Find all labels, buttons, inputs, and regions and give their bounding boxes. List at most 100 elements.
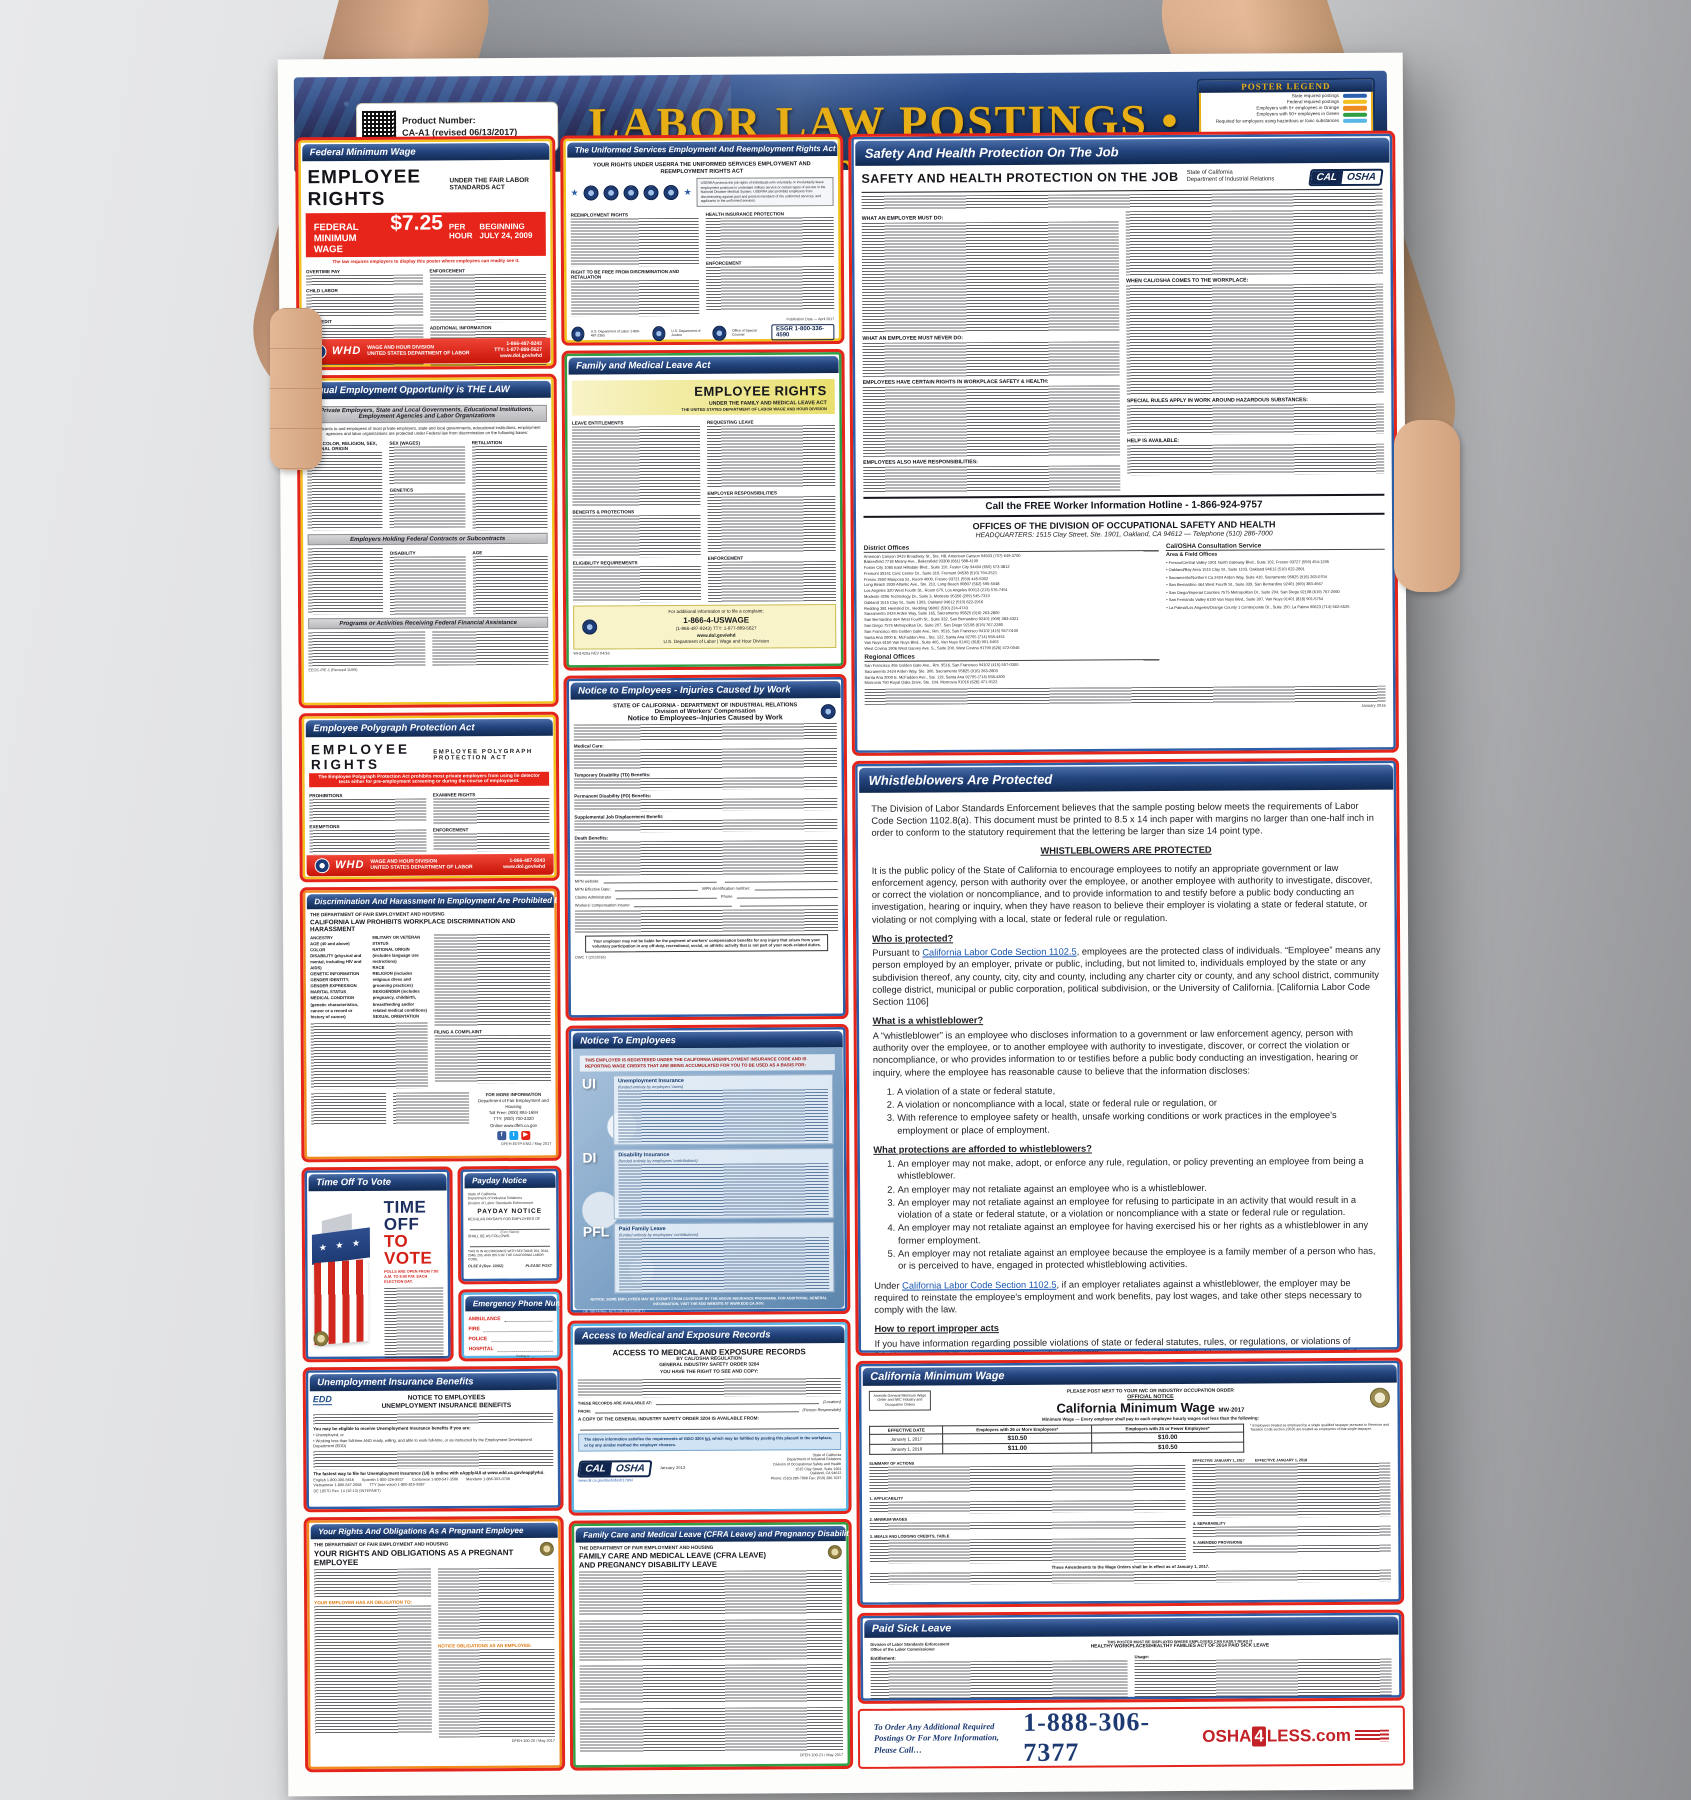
body-text (1127, 443, 1385, 475)
subheading: REEMPLOYMENT RIGHTS (570, 212, 629, 218)
doj-seal-icon (652, 325, 666, 341)
payday-title: PAYDAY NOTICE (477, 1207, 543, 1216)
subheading: LEAVE ENTITLEMENTS (571, 419, 624, 426)
ballot-box-graphic: ★ ★ ★ (311, 1212, 371, 1346)
body-text (573, 722, 837, 741)
section-header: Time Off To Vote (308, 1172, 447, 1191)
legend-swatch (1342, 93, 1367, 99)
osc-seal-icon (712, 325, 727, 341)
legend-item: Employers with 50+ employees in Green (1199, 111, 1373, 118)
section-discrimination-harassment: Discrimination And Harassment In Employm… (299, 885, 562, 1163)
emergency-row: POLICE (469, 1335, 553, 1342)
military-seal-icon (663, 185, 679, 201)
body-text (571, 279, 700, 317)
info-line: Department of Fair Employment and Housin… (477, 1097, 549, 1110)
body-text (437, 1648, 555, 1738)
body-text (574, 818, 838, 833)
section-header: Equal Employment Opportunity is THE LAW (303, 380, 551, 399)
dol-seal-icon (571, 326, 585, 342)
section-fmla: Family and Medical Leave Act EMPLOYEE RI… (561, 348, 847, 671)
dol-seal-icon (314, 857, 330, 873)
payday-line-3: THIS IS IN ACCORDANCE WITH SECTIONS 204,… (467, 1248, 550, 1262)
edd-program: DI Disability Insurance (funded entirely… (582, 1147, 834, 1220)
please-post: PLEASE POST (525, 1263, 553, 1268)
emergency-row: FIRE (468, 1325, 553, 1332)
wage-label: FEDERAL MINIMUM WAGE (313, 221, 359, 255)
question-heading: What is a whistleblower? (872, 1015, 984, 1027)
body-text (313, 1568, 431, 1597)
subheading: EXEMPTIONS (309, 823, 340, 829)
star-icon: ★ (683, 186, 692, 197)
product-label: Product Number: (402, 115, 476, 127)
subheading: RIGHT TO BE FREE FROM DISCRIMINATION AND… (570, 269, 680, 280)
body-text (707, 560, 837, 602)
section-header: Emergency Phone Numbers (464, 1295, 563, 1311)
body-text (570, 217, 699, 267)
facebook-icon: f (497, 1130, 507, 1140)
section-paid-sick-leave: Paid Sick Leave Division of Labor Standa… (857, 1609, 1405, 1704)
list-item: An employer may not make, adopt, or enfo… (897, 1155, 1382, 1182)
section-employee-polygraph: Employee Polygraph Protection Act EMPLOY… (298, 711, 560, 883)
subheading: BENEFITS & PROTECTIONS (572, 508, 635, 515)
ui-phone: Mandarin 1-866-303-0706 (466, 1476, 511, 1482)
body-text (1134, 1658, 1392, 1699)
section-header: Unemployment Insurance Benefits (309, 1372, 557, 1391)
dosh-website: www.dir.ca.gov/dosh/dosh1.html (578, 1477, 633, 1483)
userra-title: YOUR RIGHTS UNDER USERRA THE UNIFORMED S… (593, 160, 811, 175)
copy-field (580, 1422, 840, 1431)
ui-phone: Vietnamese 1-800-547-2058 (313, 1482, 362, 1488)
body-text (869, 1520, 1187, 1531)
protected-category: RELIGION (includes religious dress and g… (372, 970, 413, 989)
body-text (389, 446, 465, 486)
body-text (869, 1537, 1187, 1564)
star-icon: ★ (570, 187, 579, 198)
esgr-logo: ESGR 1-800-336-4590 (770, 324, 835, 341)
section-header: Your Rights And Obligations As A Pregnan… (310, 1522, 558, 1539)
payday-line-2: SHALL BE AS FOLLOWS: (467, 1234, 511, 1239)
body-text (1126, 403, 1385, 435)
section-header: The Uniformed Services Employment And Re… (566, 140, 837, 158)
whd-logo: WHD (335, 858, 365, 872)
emergency-row: AMBULANCE (468, 1315, 553, 1322)
subheading: PROHIBITIONS (309, 792, 343, 798)
emergency-note: Posting is required by Title 8 Section 1… (516, 1353, 538, 1362)
program-abbr: UI (581, 1075, 597, 1092)
section-header: Discrimination And Harassment In Employm… (306, 892, 561, 909)
form-reference: DWC 7 (2/1/2016) (575, 955, 606, 960)
footer-logo-caption: U.S. Department of Labor 1-866-487-2365 (590, 329, 641, 338)
ui-phone: English 1-800-300-5616 (313, 1477, 354, 1483)
youtube-icon: ▶ (521, 1130, 531, 1140)
subheading: RETALIATION (471, 440, 502, 446)
question-heading: How to report improper acts (874, 1323, 1000, 1335)
person-right-hand (1394, 420, 1460, 592)
legend-label: Required for employers using hazardous o… (1215, 117, 1340, 124)
consultation-label: Cal/OSHA Consultation Service (1165, 541, 1385, 551)
section-access-medical-records: Access to Medical and Exposure Records A… (567, 1318, 852, 1516)
form-reference: DLSE Paid Sick Leave Posting 11/14 (870, 1701, 933, 1704)
dfeh-seal-icon (827, 1544, 842, 1559)
body-text (574, 839, 838, 876)
body-text (471, 446, 548, 531)
access-sub-3: YOU HAVE THE RIGHT TO SEE AND COPY: (660, 1369, 759, 1376)
report-paragraph: If you have information regarding possib… (875, 1334, 1384, 1356)
body-text (308, 631, 425, 667)
california-seal-icon (313, 1330, 329, 1346)
protected-category: SEX/GENDER (includes pregnancy, childbir… (372, 988, 427, 1013)
subheading-orange: YOUR EMPLOYER HAS AN OBLIGATION TO: (314, 1599, 413, 1605)
dept-name: UNITED STATES DEPARTMENT OF LABOR (367, 350, 470, 358)
footer-logo-caption: Office of Special Counsel (731, 328, 757, 337)
body-text (431, 631, 549, 666)
flag-stripes-icon (1354, 1729, 1390, 1742)
dfeh-seal-icon (539, 1541, 554, 1556)
legend-swatch (1342, 99, 1367, 105)
person-hint: (Person Responsible) (802, 1407, 841, 1413)
body-text (862, 384, 1121, 457)
military-seal-icon (623, 185, 639, 201)
subheading: EMPLOYER RESPONSIBILITIES (707, 489, 778, 496)
question-heading: Who is protected? (872, 933, 954, 944)
order-info-bar: To Order Any Additional Required Posting… (857, 1705, 1406, 1769)
body-text (1192, 1525, 1391, 1537)
copy-line: A COPY OF THE GENERAL INDUSTRY SAFETY OR… (578, 1415, 759, 1423)
body-text (1126, 283, 1384, 395)
body-text (869, 1569, 1392, 1585)
